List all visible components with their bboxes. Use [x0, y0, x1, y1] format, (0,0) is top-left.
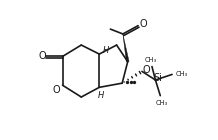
Text: CH₃: CH₃ — [155, 100, 167, 106]
Text: O: O — [38, 51, 46, 61]
Text: Si: Si — [154, 73, 163, 83]
Text: CH₃: CH₃ — [175, 71, 188, 77]
Text: O: O — [53, 85, 60, 95]
Text: H: H — [103, 46, 109, 55]
Text: H: H — [98, 91, 104, 100]
Text: O: O — [142, 65, 150, 75]
Polygon shape — [123, 34, 129, 62]
Text: CH₃: CH₃ — [145, 57, 157, 63]
Text: O: O — [140, 19, 147, 29]
